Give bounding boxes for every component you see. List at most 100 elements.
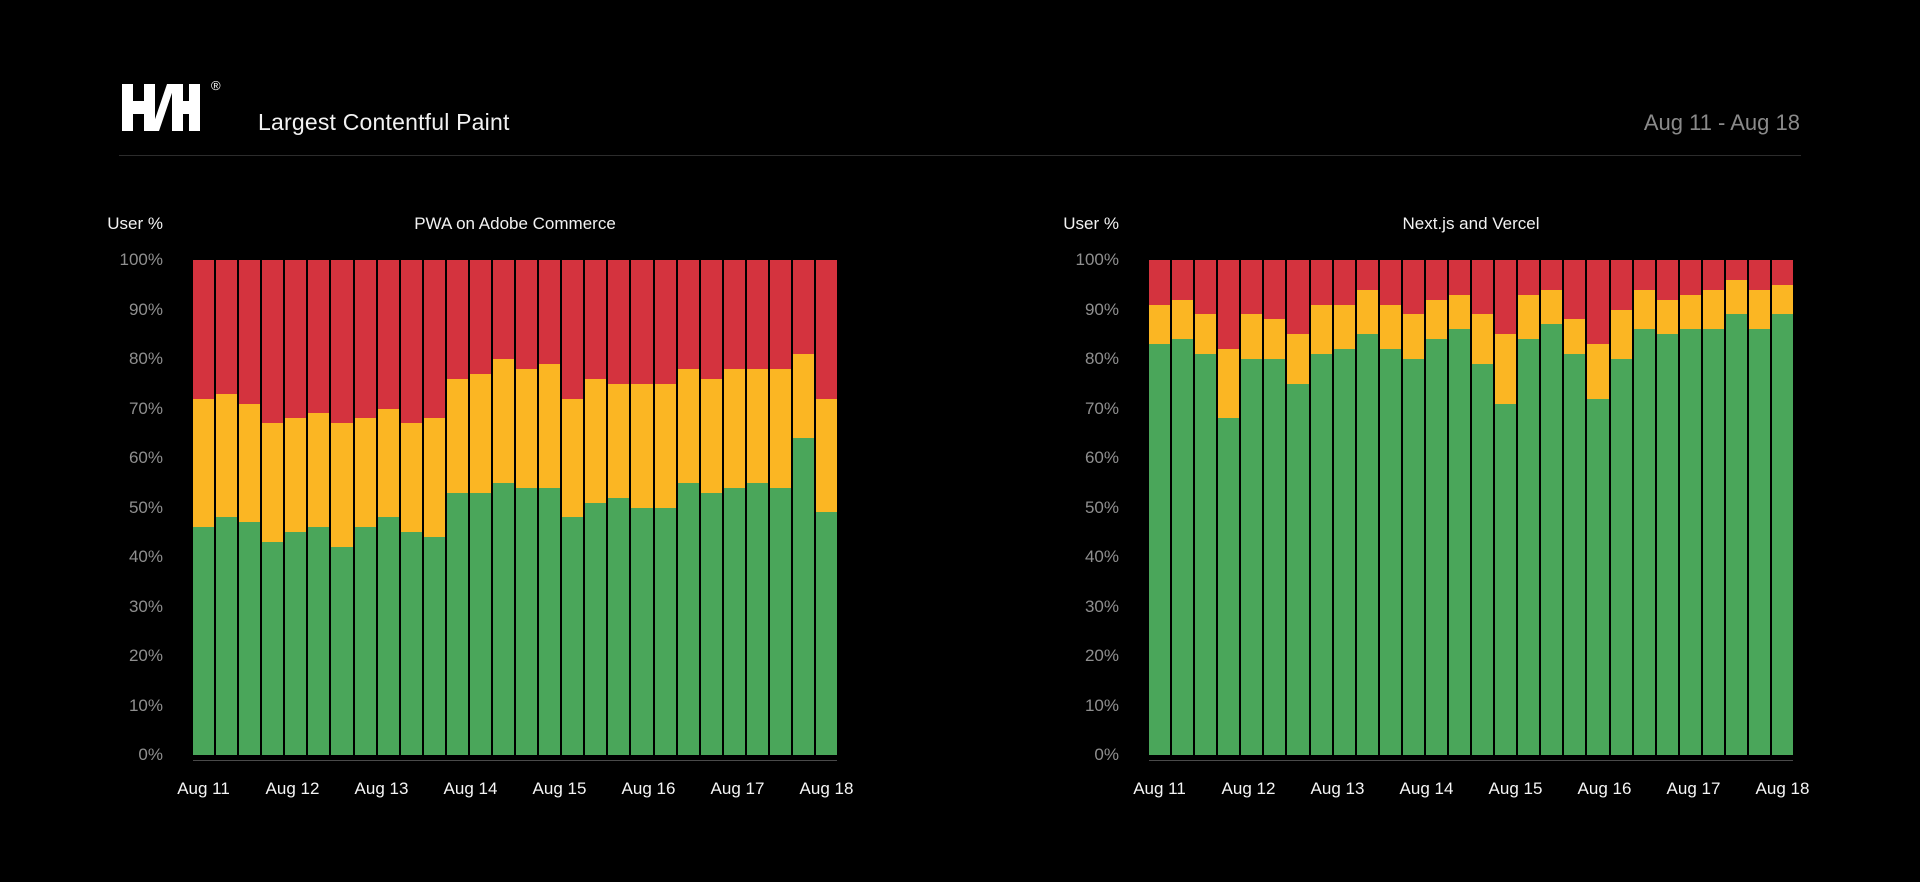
y-axis-tick: 30% [128, 596, 163, 616]
bar-segment-poor [723, 260, 745, 369]
bar-column [1449, 260, 1471, 755]
x-axis-label: Aug 12 [1221, 779, 1276, 798]
bar-segment-needs-improvement [400, 423, 422, 533]
bar-segment-poor [400, 260, 422, 424]
bar-segment-needs-improvement [239, 403, 261, 523]
bar-segment-needs-improvement [516, 368, 538, 488]
bar-segment-needs-improvement [1772, 284, 1794, 315]
bar-segment-good [608, 497, 630, 755]
bar-segment-good [816, 512, 838, 755]
bar-column [1310, 260, 1332, 755]
bar-segment-needs-improvement [816, 398, 838, 513]
bar-column [562, 260, 584, 755]
bar-segment-needs-improvement [377, 408, 399, 518]
bar-column [723, 260, 745, 755]
bar-segment-poor [354, 260, 376, 419]
x-axis-line [193, 760, 837, 761]
bar-column [539, 260, 561, 755]
bar-column [1333, 260, 1355, 755]
bar-segment-good [354, 527, 376, 755]
header-divider [119, 155, 1801, 156]
bar-column [400, 260, 422, 755]
bar-segment-needs-improvement [1172, 299, 1194, 340]
bar-segment-poor [423, 260, 445, 419]
bar-segment-needs-improvement [769, 368, 792, 488]
y-axis-tick: 80% [128, 349, 163, 368]
bar-segment-good [1749, 329, 1771, 755]
bar-segment-good [1195, 354, 1217, 755]
plot-area [193, 260, 838, 755]
y-axis-tick: 0% [138, 745, 163, 764]
bar-segment-needs-improvement [331, 423, 353, 548]
bar-segment-needs-improvement [193, 398, 215, 528]
bar-column [1541, 260, 1563, 755]
x-axis-label: Aug 15 [1488, 779, 1543, 798]
y-axis-tick: 70% [1084, 398, 1119, 418]
y-axis-tick: 50% [128, 497, 163, 517]
bar-segment-poor [1218, 260, 1240, 350]
bar-segment-needs-improvement [308, 413, 330, 528]
bar-segment-poor [700, 260, 722, 379]
bar-segment-needs-improvement [1541, 289, 1563, 325]
bar-segment-poor [1702, 260, 1724, 290]
bar-column [769, 260, 792, 755]
bar-segment-good [1425, 339, 1448, 755]
bar-segment-needs-improvement [262, 423, 284, 543]
bar-segment-poor [516, 260, 538, 369]
bar-column [816, 260, 838, 755]
y-axis-tick: 90% [1084, 299, 1119, 319]
bar-segment-needs-improvement [1656, 299, 1678, 335]
bar-segment-poor [585, 260, 607, 379]
bar-segment-good [562, 517, 584, 755]
bar-segment-good [1725, 314, 1748, 755]
bar-segment-needs-improvement [723, 368, 745, 488]
bar-segment-needs-improvement [654, 383, 676, 508]
bar-segment-good [1379, 349, 1401, 755]
bar-column [1587, 260, 1609, 755]
bar-column [1356, 260, 1378, 755]
bar-segment-poor [1241, 260, 1263, 315]
bar-segment-needs-improvement [1218, 349, 1240, 419]
bar-segment-poor [1564, 260, 1586, 320]
bar-segment-good [723, 487, 745, 755]
y-axis: 100% 90% 80% 70% 60% 50% 40% 30% 20% 10% 0% [1034, 250, 1119, 764]
bar-column [677, 260, 699, 755]
helly-hansen-logo: ® [122, 78, 222, 134]
bar-segment-poor [608, 260, 630, 384]
bar-segment-poor [677, 260, 699, 369]
bar-column [1656, 260, 1678, 755]
bar-column [193, 260, 215, 755]
x-axis-label: Aug 12 [265, 779, 320, 798]
bar-segment-poor [1472, 260, 1494, 315]
bar-column [446, 260, 468, 755]
bar-segment-poor [262, 260, 284, 424]
date-range: Aug 11 - Aug 18 [1643, 110, 1800, 135]
bar-segment-poor [1749, 260, 1771, 290]
x-axis-label: Aug 13 [1310, 779, 1365, 798]
bar-segment-good [585, 502, 607, 755]
bar-column [1402, 260, 1424, 755]
bar-column [793, 260, 815, 755]
bar-segment-needs-improvement [469, 373, 492, 493]
bar-segment-poor [539, 260, 561, 364]
bar-segment-good [1772, 314, 1794, 755]
page-title: Largest Contentful Paint [258, 109, 510, 135]
x-axis-label: Aug 17 [710, 779, 765, 798]
y-axis-tick: 40% [128, 547, 163, 566]
bar-column [1379, 260, 1401, 755]
bar-segment-poor [746, 260, 768, 369]
y-axis-title: User % [1063, 214, 1119, 233]
bar-segment-poor [1402, 260, 1424, 315]
bar-segment-poor [769, 260, 792, 369]
bar-segment-good [746, 482, 768, 755]
bar-segment-needs-improvement [1472, 314, 1494, 364]
bar-segment-needs-improvement [1610, 309, 1632, 359]
x-axis-label: Aug 14 [443, 779, 498, 798]
bar-segment-poor [654, 260, 676, 384]
bar-column [1218, 260, 1240, 755]
bar-segment-good [469, 492, 492, 755]
bar-segment-good [1587, 398, 1609, 755]
bar-segment-good [1356, 334, 1378, 755]
bar-segment-poor [1656, 260, 1678, 300]
bar-segment-poor [377, 260, 399, 409]
